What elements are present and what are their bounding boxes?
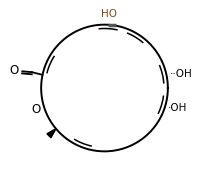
Text: ·OH: ·OH (168, 103, 188, 114)
Polygon shape (47, 129, 56, 138)
Text: ··OH: ··OH (170, 69, 193, 79)
Text: O: O (31, 103, 41, 116)
Text: O: O (10, 64, 19, 77)
Text: HO: HO (101, 9, 117, 18)
